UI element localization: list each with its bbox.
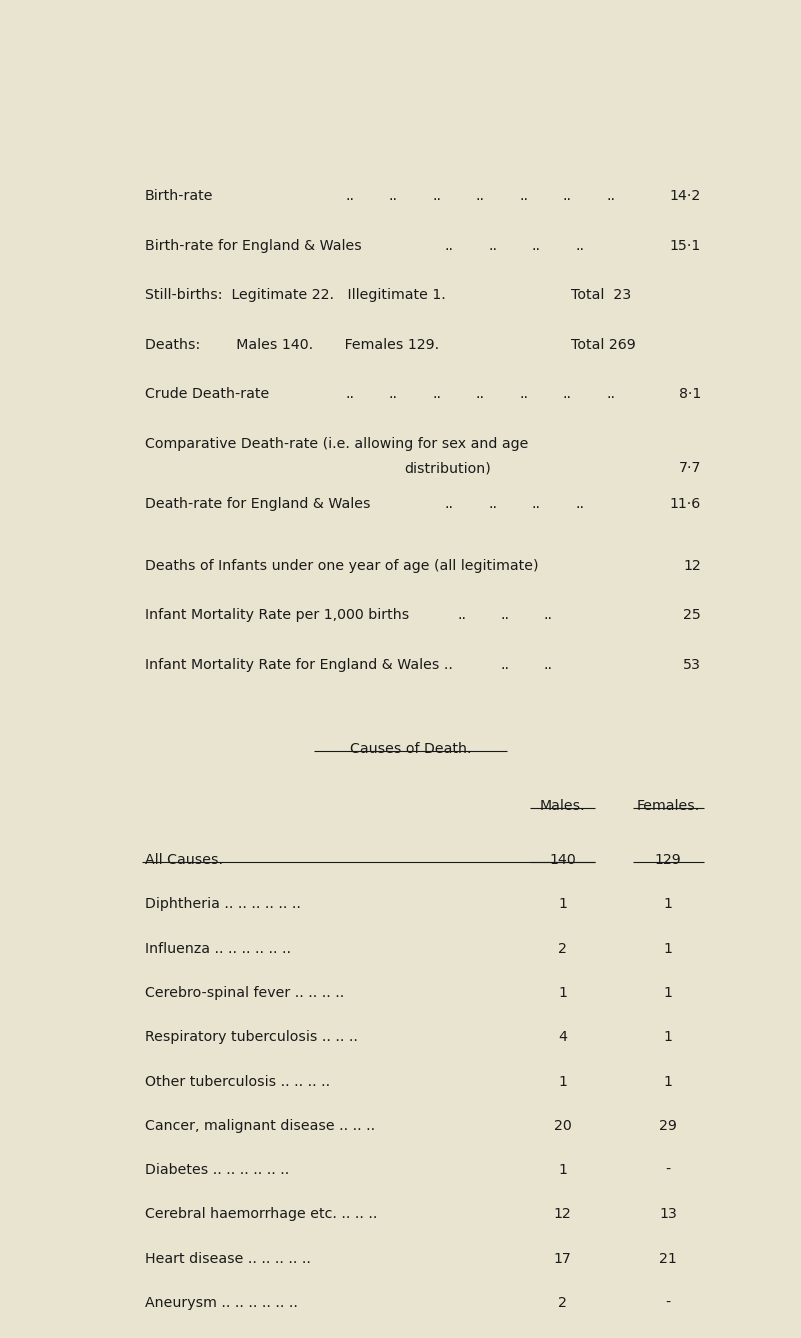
Text: ..: .. (562, 190, 572, 203)
Text: ..: .. (544, 658, 553, 672)
Text: Comparative Death-rate (i.e. allowing for sex and age: Comparative Death-rate (i.e. allowing fo… (145, 436, 528, 451)
Text: ..: .. (519, 190, 528, 203)
Text: distribution): distribution) (405, 462, 491, 475)
Text: 1: 1 (664, 898, 673, 911)
Text: 1: 1 (558, 1163, 567, 1177)
Text: Total  23: Total 23 (570, 288, 631, 302)
Text: 8·1: 8·1 (678, 387, 701, 401)
Text: ..: .. (575, 496, 584, 511)
Text: ..: .. (501, 609, 509, 622)
Text: ..: .. (562, 387, 572, 401)
Text: Cancer, malignant disease .. .. ..: Cancer, malignant disease .. .. .. (145, 1119, 375, 1133)
Text: 1: 1 (664, 1074, 673, 1089)
Text: ..: .. (544, 609, 553, 622)
Text: Diphtheria .. .. .. .. .. ..: Diphtheria .. .. .. .. .. .. (145, 898, 300, 911)
Text: Causes of Death.: Causes of Death. (350, 741, 471, 756)
Text: 140: 140 (549, 854, 576, 867)
Text: ..: .. (606, 190, 615, 203)
Text: Still-births:  Legitimate 22.   Illegitimate 1.: Still-births: Legitimate 22. Illegitimat… (145, 288, 445, 302)
Text: 1: 1 (664, 1030, 673, 1044)
Text: 1: 1 (664, 942, 673, 955)
Text: Males.: Males. (540, 799, 586, 812)
Text: 1: 1 (558, 1074, 567, 1089)
Text: 12: 12 (683, 559, 701, 573)
Text: 7·7: 7·7 (678, 462, 701, 475)
Text: ..: .. (433, 190, 441, 203)
Text: 14·2: 14·2 (670, 190, 701, 203)
Text: 21: 21 (659, 1252, 677, 1266)
Text: ..: .. (388, 387, 398, 401)
Text: ..: .. (388, 190, 398, 203)
Text: ..: .. (445, 496, 453, 511)
Text: 4: 4 (558, 1030, 567, 1044)
Text: Other tuberculosis .. .. .. ..: Other tuberculosis .. .. .. .. (145, 1074, 330, 1089)
Text: ..: .. (532, 240, 541, 253)
Text: 129: 129 (654, 854, 682, 867)
Text: 20: 20 (553, 1119, 571, 1133)
Text: ..: .. (433, 387, 441, 401)
Text: ..: .. (488, 496, 497, 511)
Text: ..: .. (501, 658, 509, 672)
Text: ..: .. (519, 387, 528, 401)
Text: Deaths:        Males 140.       Females 129.: Deaths: Males 140. Females 129. (145, 337, 439, 352)
Text: Respiratory tuberculosis .. .. ..: Respiratory tuberculosis .. .. .. (145, 1030, 358, 1044)
Text: Death-rate for England & Wales: Death-rate for England & Wales (145, 496, 370, 511)
Text: All Causes.: All Causes. (145, 854, 223, 867)
Text: 2: 2 (558, 942, 567, 955)
Text: ..: .. (345, 387, 354, 401)
Text: -: - (666, 1297, 670, 1310)
Text: Total 269: Total 269 (570, 337, 635, 352)
Text: Infant Mortality Rate per 1,000 births: Infant Mortality Rate per 1,000 births (145, 609, 409, 622)
Text: 11·6: 11·6 (670, 496, 701, 511)
Text: Diabetes .. .. .. .. .. ..: Diabetes .. .. .. .. .. .. (145, 1163, 289, 1177)
Text: 53: 53 (683, 658, 701, 672)
Text: -: - (666, 1163, 670, 1177)
Text: 12: 12 (553, 1207, 571, 1222)
Text: Aneurysm .. .. .. .. .. ..: Aneurysm .. .. .. .. .. .. (145, 1297, 298, 1310)
Text: 1: 1 (558, 898, 567, 911)
Text: 25: 25 (683, 609, 701, 622)
Text: ..: .. (445, 240, 453, 253)
Text: ..: .. (488, 240, 497, 253)
Text: 17: 17 (553, 1252, 572, 1266)
Text: ..: .. (575, 240, 584, 253)
Text: 2: 2 (558, 1297, 567, 1310)
Text: ..: .. (476, 387, 485, 401)
Text: Crude Death-rate: Crude Death-rate (145, 387, 269, 401)
Text: 29: 29 (659, 1119, 677, 1133)
Text: Cerebral haemorrhage etc. .. .. ..: Cerebral haemorrhage etc. .. .. .. (145, 1207, 377, 1222)
Text: Birth-rate for England & Wales: Birth-rate for England & Wales (145, 240, 361, 253)
Text: Influenza .. .. .. .. .. ..: Influenza .. .. .. .. .. .. (145, 942, 291, 955)
Text: Cerebro-spinal fever .. .. .. ..: Cerebro-spinal fever .. .. .. .. (145, 986, 344, 999)
Text: Deaths of Infants under one year of age (all legitimate): Deaths of Infants under one year of age … (145, 559, 538, 573)
Text: 13: 13 (659, 1207, 677, 1222)
Text: ..: .. (606, 387, 615, 401)
Text: ..: .. (345, 190, 354, 203)
Text: ..: .. (532, 496, 541, 511)
Text: ..: .. (476, 190, 485, 203)
Text: 1: 1 (664, 986, 673, 999)
Text: Infant Mortality Rate for England & Wales ..: Infant Mortality Rate for England & Wale… (145, 658, 453, 672)
Text: 1: 1 (558, 986, 567, 999)
Text: Birth-rate: Birth-rate (145, 190, 213, 203)
Text: Females.: Females. (637, 799, 700, 812)
Text: Heart disease .. .. .. .. ..: Heart disease .. .. .. .. .. (145, 1252, 311, 1266)
Text: 15·1: 15·1 (670, 240, 701, 253)
Text: ..: .. (457, 609, 466, 622)
